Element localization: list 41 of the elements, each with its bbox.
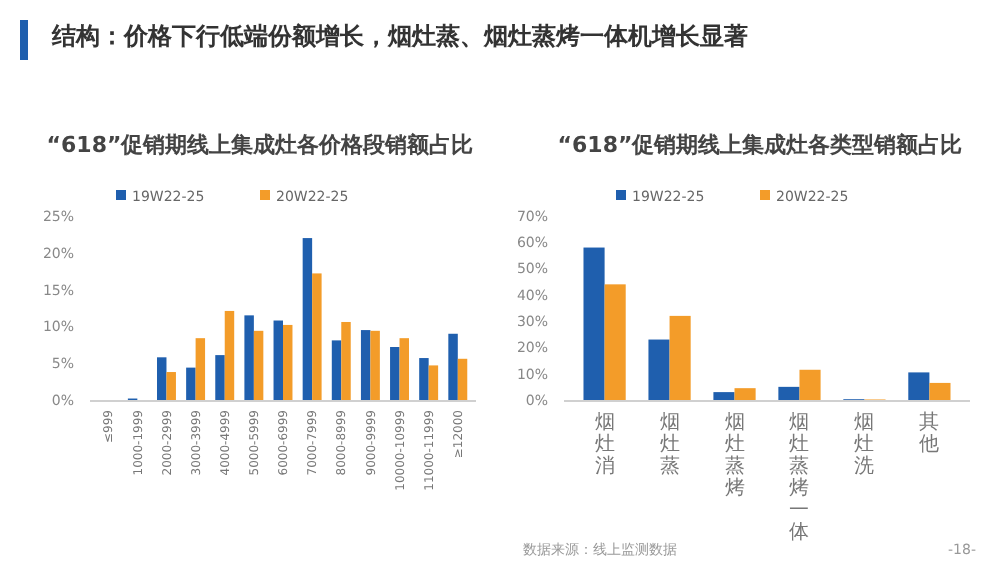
bar: [778, 386, 800, 400]
text: 结构：价格下行低端份额增长，烟灶蒸、烟灶蒸烤一体机增长显著: [50, 22, 748, 50]
chart-title: “618”促销期线上集成灶各类型销额占比: [557, 132, 963, 158]
bar: [331, 340, 342, 400]
bar: [713, 392, 735, 400]
x-tick-label: 烟灶蒸烤: [724, 410, 745, 500]
bar: [428, 365, 439, 400]
bar: [302, 238, 313, 400]
bar: [390, 347, 400, 400]
bar: [360, 330, 371, 400]
bar: [419, 358, 429, 400]
chart-title: “618”促销期线上集成灶各价格段销额占比: [46, 132, 474, 158]
bar: [734, 388, 756, 400]
bar: [224, 310, 235, 400]
bar: [186, 367, 196, 400]
bar: [244, 315, 254, 400]
bar: [157, 357, 167, 400]
bar: [399, 338, 409, 400]
bar: [283, 324, 293, 400]
bar: [799, 369, 821, 400]
bar: [908, 372, 930, 400]
bar: [215, 355, 225, 400]
bar: [341, 321, 351, 400]
x-tick-label: 烟灶洗: [854, 410, 875, 478]
bar: [273, 320, 283, 400]
bar: [448, 333, 458, 400]
bar: [604, 284, 626, 400]
bar: [648, 339, 670, 400]
bar: [669, 315, 691, 400]
bar: [929, 382, 951, 400]
bar: [370, 330, 380, 400]
x-tick-label: 其他: [919, 410, 940, 456]
bar: [312, 273, 322, 400]
bar: [457, 358, 468, 400]
bar: [253, 330, 264, 400]
bar: [195, 338, 206, 400]
bar: [166, 372, 176, 400]
x-tick-label: 烟灶蒸烤一体: [789, 410, 810, 544]
x-tick-label: 烟灶消: [594, 410, 615, 478]
x-tick-label: 烟灶蒸: [659, 410, 680, 478]
bar: [583, 247, 605, 400]
